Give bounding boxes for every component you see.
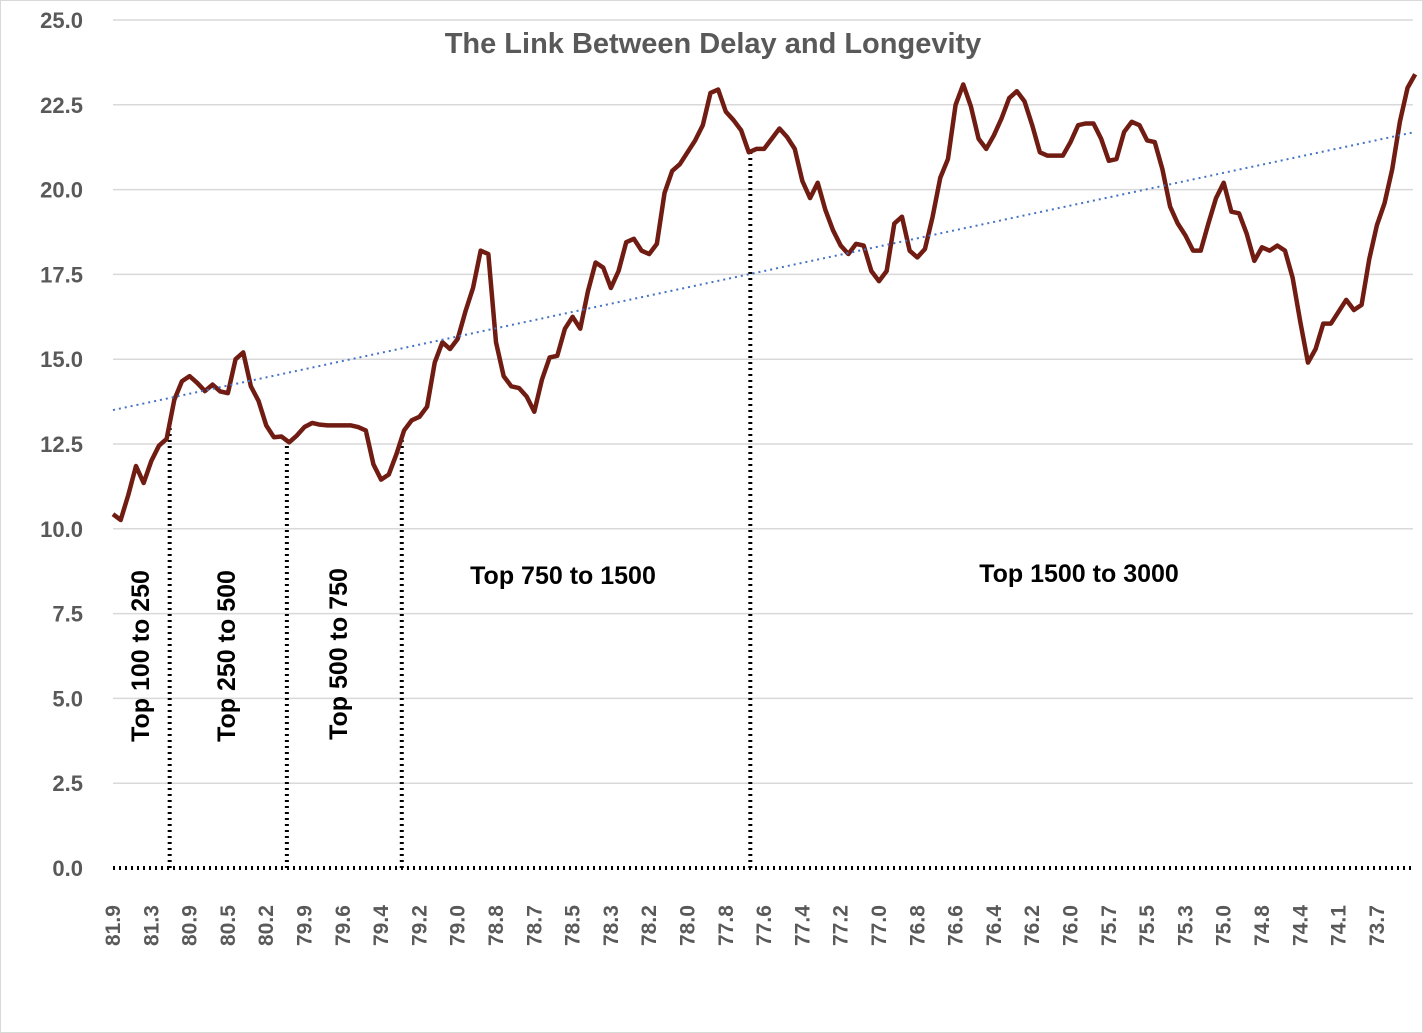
x-tick-label: 75.0 xyxy=(1213,905,1236,946)
x-tick-label: 77.4 xyxy=(791,905,814,946)
chart-title: The Link Between Delay and Longevity xyxy=(445,28,982,60)
x-tick-label: 80.5 xyxy=(217,905,240,946)
x-tick-label: 79.2 xyxy=(408,905,431,946)
group-label: Top 750 to 1500 xyxy=(470,562,656,590)
x-tick-label: 78.3 xyxy=(600,905,623,946)
y-tick-label: 22.5 xyxy=(40,93,83,118)
x-tick-label: 77.0 xyxy=(868,905,891,946)
x-tick-label: 74.4 xyxy=(1289,905,1312,946)
y-tick-label: 0.0 xyxy=(52,856,83,881)
y-tick-label: 5.0 xyxy=(52,686,83,711)
x-tick-label: 79.0 xyxy=(447,905,470,946)
x-tick-label: 79.9 xyxy=(294,905,317,946)
y-tick-label: 12.5 xyxy=(40,432,83,457)
x-tick-label: 74.1 xyxy=(1328,905,1351,946)
x-tick-label: 78.2 xyxy=(638,905,661,946)
x-tick-label: 74.8 xyxy=(1251,905,1274,946)
x-tick-label: 80.2 xyxy=(255,905,278,946)
series-layer xyxy=(111,73,1418,523)
x-tick-label: 75.3 xyxy=(1174,905,1197,946)
x-tick-label: 76.0 xyxy=(1060,905,1083,946)
x-tick-label: 78.0 xyxy=(677,905,700,946)
y-axis-ticks: 0.0 2.5 5.0 7.5 10.0 12.5 15.0 17.5 20.0 22.5 25.0 xyxy=(40,8,83,881)
group-label: Top 100 to 250 xyxy=(127,570,155,742)
x-tick-label: 75.7 xyxy=(1098,905,1121,946)
y-tick-label: 20.0 xyxy=(40,178,83,203)
x-tick-label: 78.5 xyxy=(562,905,585,946)
trendline-layer xyxy=(112,130,1416,412)
y-tick-label: 2.5 xyxy=(52,771,83,796)
x-tick-label: 75.5 xyxy=(1136,905,1159,946)
trendline xyxy=(112,130,1416,412)
x-tick-label: 73.7 xyxy=(1366,905,1389,946)
group-label: Top 500 to 750 xyxy=(325,568,353,740)
gridlines xyxy=(113,19,1413,870)
x-tick-label: 79.6 xyxy=(332,905,355,946)
x-tick-label: 77.8 xyxy=(715,905,738,946)
x-tick-label: 80.9 xyxy=(179,905,202,946)
y-tick-label: 17.5 xyxy=(40,262,83,287)
x-tick-label: 78.8 xyxy=(485,905,508,946)
x-tick-label: 77.6 xyxy=(753,905,776,946)
y-tick-label: 15.0 xyxy=(40,347,83,372)
series-line xyxy=(111,73,1418,523)
group-label: Top 250 to 500 xyxy=(213,570,241,742)
x-tick-label: 76.8 xyxy=(906,905,929,946)
y-tick-label: 25.0 xyxy=(40,8,83,33)
y-tick-label: 7.5 xyxy=(52,602,83,627)
x-axis-ticks: 81.9 81.3 80.9 80.5 80.2 79.9 79.6 79.4 79.2 79.0… xyxy=(102,905,1389,946)
group-label: Top 1500 to 3000 xyxy=(979,560,1179,588)
x-tick-label: 78.7 xyxy=(523,905,546,946)
x-tick-label: 79.4 xyxy=(370,905,393,946)
x-tick-label: 76.6 xyxy=(945,905,968,946)
y-tick-label: 10.0 xyxy=(40,517,83,542)
x-tick-label: 81.3 xyxy=(140,905,163,946)
x-tick-label: 76.4 xyxy=(983,905,1006,946)
group-dividers xyxy=(167,151,753,868)
x-tick-label: 81.9 xyxy=(102,905,125,946)
x-tick-label: 77.2 xyxy=(830,905,853,946)
x-tick-label: 76.2 xyxy=(1021,905,1044,946)
group-labels: Top 100 to 250 Top 250 to 500 Top 500 to 7… xyxy=(127,560,1179,742)
